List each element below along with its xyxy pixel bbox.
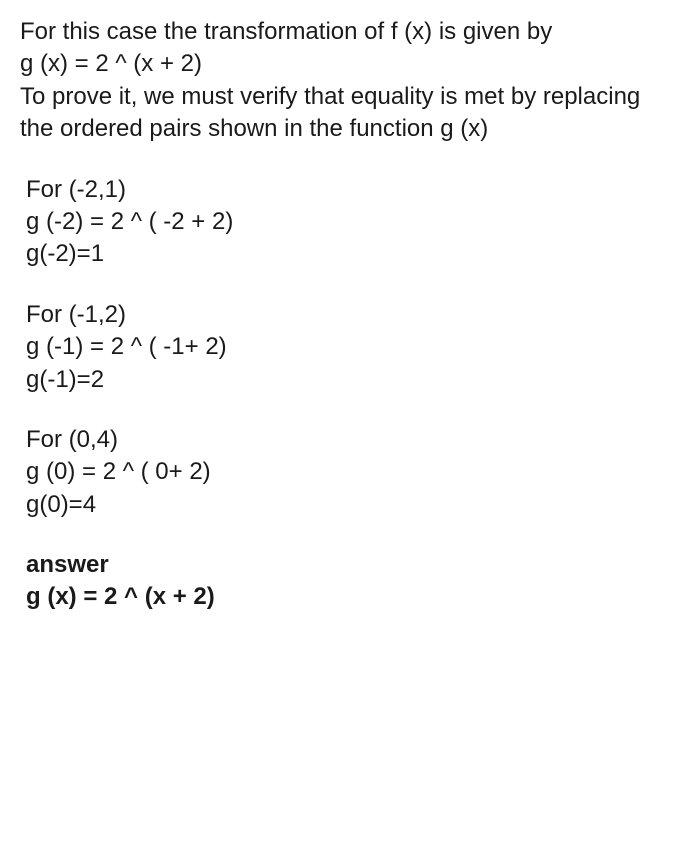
step-result: g(-2)=1 [26,238,660,270]
step-calc: g (-1) = 2 ^ ( -1+ 2) [26,331,660,363]
step-calc: g (0) = 2 ^ ( 0+ 2) [26,456,660,488]
intro-proof-text: To prove it, we must verify that equalit… [20,81,660,146]
step-3: For (0,4) g (0) = 2 ^ ( 0+ 2) g(0)=4 [20,424,660,521]
step-header: For (0,4) [26,424,660,456]
step-result: g(-1)=2 [26,364,660,396]
answer-block: answer g (x) = 2 ^ (x + 2) [20,549,660,614]
spacer [20,146,660,174]
intro-text: For this case the transformation of f (x… [20,16,660,48]
step-calc: g (-2) = 2 ^ ( -2 + 2) [26,206,660,238]
step-header: For (-1,2) [26,299,660,331]
spacer [20,521,660,549]
step-2: For (-1,2) g (-1) = 2 ^ ( -1+ 2) g(-1)=2 [20,299,660,396]
step-1: For (-2,1) g (-2) = 2 ^ ( -2 + 2) g(-2)=… [20,174,660,271]
intro-formula: g (x) = 2 ^ (x + 2) [20,48,660,80]
answer-label: answer [26,549,660,581]
step-header: For (-2,1) [26,174,660,206]
spacer [20,271,660,299]
spacer [20,396,660,424]
answer-formula: g (x) = 2 ^ (x + 2) [26,581,660,613]
step-result: g(0)=4 [26,489,660,521]
